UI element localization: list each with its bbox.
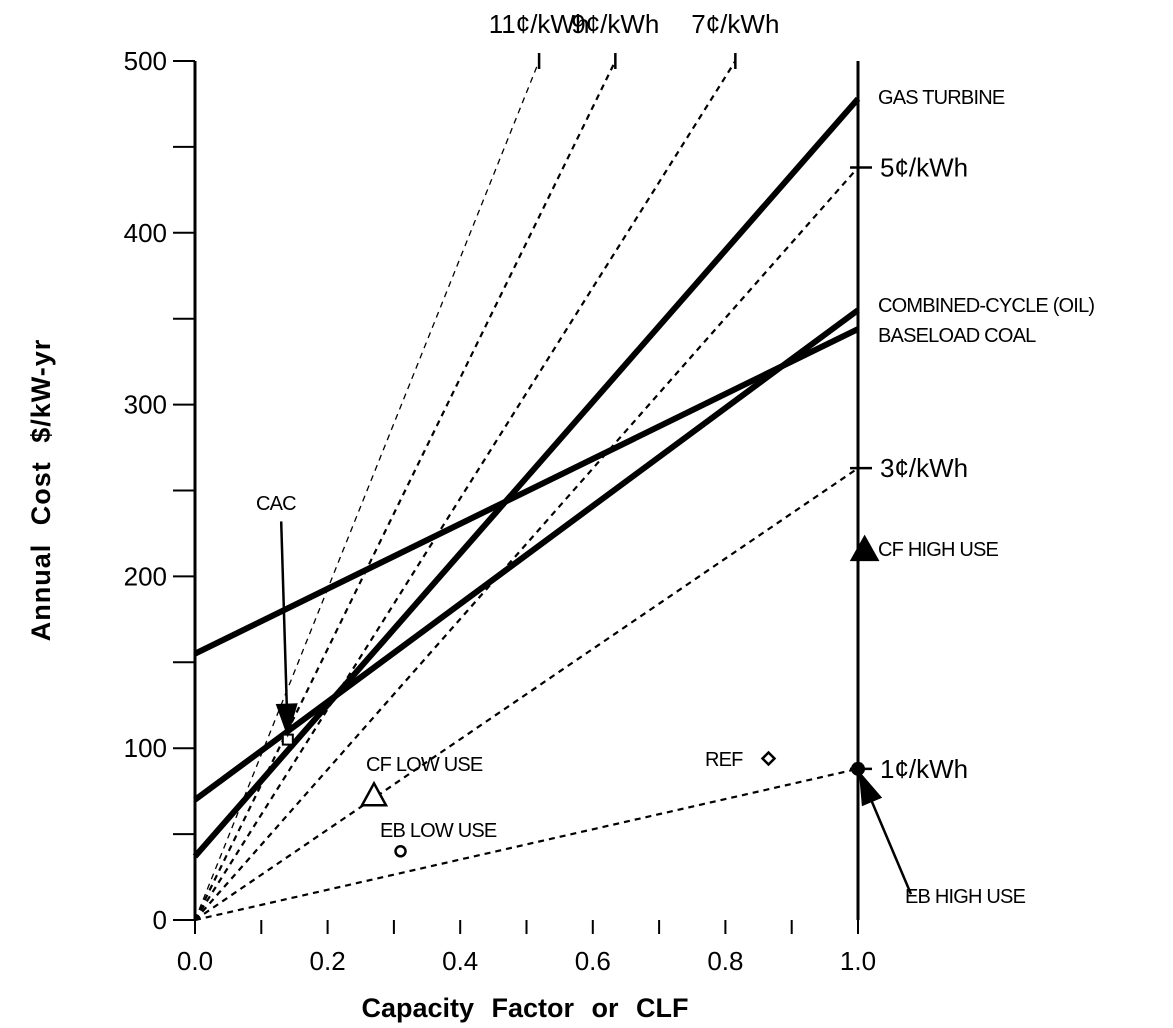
y-tick-label: 500 [124, 46, 167, 76]
point-marker [760, 750, 777, 767]
cost-line-label: 1¢/kWh [880, 754, 968, 784]
x-axis-title: Capacity Factor or CLF [361, 993, 688, 1023]
point-marker [849, 534, 880, 562]
point-arrow [279, 521, 292, 729]
y-tick-label: 400 [124, 218, 167, 248]
y-tick-label: 300 [124, 390, 167, 420]
point-label: CF LOW USE [366, 754, 483, 776]
series-label: COMBINED-CYCLE (OIL) [878, 295, 1094, 317]
series-label: GAS TURBINE [878, 87, 1005, 109]
x-tick-label: 0.8 [707, 946, 743, 976]
cost-line [194, 166, 859, 921]
cost-line-label: 7¢/kWh [691, 9, 779, 39]
x-tick-label: 0.6 [575, 946, 611, 976]
cost-line [194, 60, 540, 921]
point-label: CAC [256, 493, 296, 515]
point-marker [359, 780, 389, 807]
point-label: CF HIGH USE [878, 539, 999, 561]
point-label: EB LOW USE [380, 820, 497, 842]
y-tick-label: 0 [153, 905, 167, 935]
point-label: REF [705, 749, 743, 771]
series-line [193, 307, 860, 803]
cost-line-label: 9¢/kWh [571, 9, 659, 39]
cost-line-label: 11¢/kWh [489, 9, 590, 39]
cost-line [194, 467, 859, 921]
point-arrowhead [858, 770, 883, 807]
x-tick-label: 0.0 [177, 946, 213, 976]
series-label: BASELOAD COAL [878, 325, 1036, 347]
x-tick-label: 0.2 [310, 946, 346, 976]
point-marker [851, 761, 865, 776]
cost-line-label: 5¢/kWh [880, 153, 968, 183]
cost-line [194, 767, 859, 922]
cost-line [194, 60, 617, 921]
point-label: EB HIGH USE [905, 886, 1026, 908]
x-tick-label: 1.0 [840, 946, 876, 976]
y-tick-label: 100 [124, 733, 167, 763]
cost-line-label: 3¢/kWh [880, 453, 968, 483]
y-tick-label: 200 [124, 561, 167, 591]
point-arrowhead [275, 703, 298, 738]
point-marker [394, 845, 407, 858]
cost-line [194, 60, 737, 921]
y-axis-title: Annual Cost $/kW-yr [26, 339, 56, 642]
x-tick-label: 0.4 [442, 946, 478, 976]
series-line [192, 96, 861, 859]
series-line [193, 326, 860, 657]
